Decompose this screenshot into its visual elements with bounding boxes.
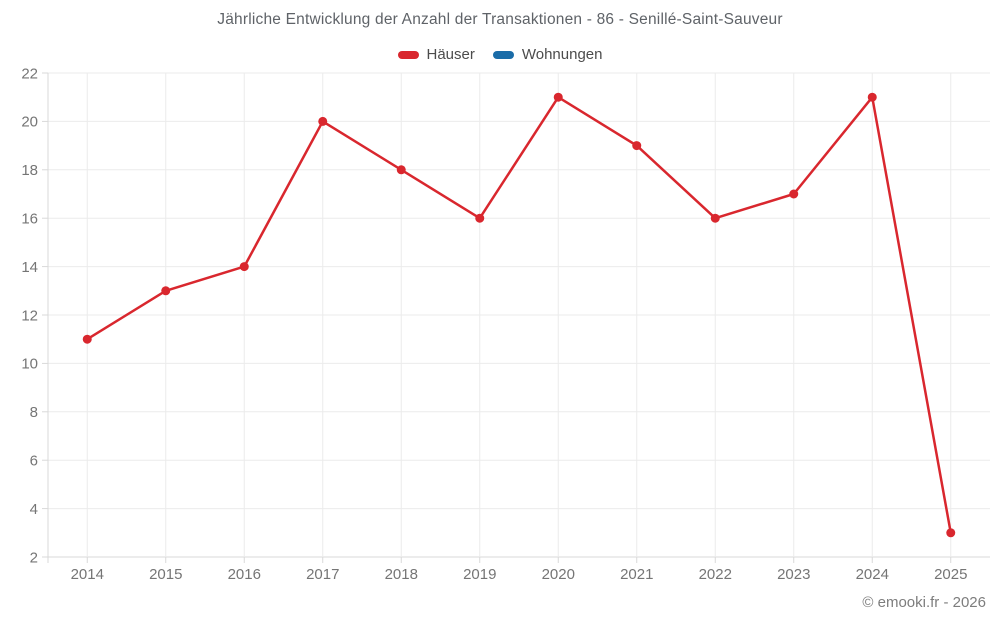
legend-swatch-hauser-icon [397, 50, 419, 59]
x-tick-label: 2021 [620, 566, 653, 583]
data-point-2017[interactable] [318, 116, 328, 126]
data-point-2014[interactable] [82, 334, 92, 344]
y-tick-label: 22 [21, 65, 38, 82]
chart-title: Jährliche Entwicklung der Anzahl der Tra… [217, 11, 783, 28]
y-tick-label: 2 [30, 549, 38, 566]
data-point-2015[interactable] [161, 286, 171, 296]
data-point-2019[interactable] [475, 213, 485, 223]
data-point-2020[interactable] [553, 92, 563, 102]
x-tick-label: 2022 [699, 566, 732, 583]
y-tick-label: 4 [30, 501, 38, 518]
x-tick-label: 2016 [228, 566, 261, 583]
x-tick-label: 2015 [149, 566, 182, 583]
data-point-2023[interactable] [789, 189, 799, 199]
data-point-2021[interactable] [632, 141, 642, 151]
data-point-2025[interactable] [946, 528, 956, 538]
x-tick-label: 2014 [71, 566, 104, 583]
legend-item-wohnungen[interactable]: Wohnungen [492, 46, 603, 63]
x-tick-label: 2018 [385, 566, 418, 583]
x-tick-label: 2017 [306, 566, 339, 583]
copyright-text: © emooki.fr - 2026 [862, 594, 986, 611]
y-tick-label: 6 [30, 452, 38, 469]
y-tick-label: 20 [21, 114, 38, 131]
y-tick-label: 10 [21, 356, 38, 373]
y-tick-label: 12 [21, 307, 38, 324]
x-tick-label: 2023 [777, 566, 810, 583]
y-tick-label: 8 [30, 404, 38, 421]
legend-label-wohnungen: Wohnungen [521, 46, 603, 63]
legend-item-hauser[interactable]: Häuser [397, 46, 475, 63]
y-tick-label: 16 [21, 210, 38, 227]
x-tick-label: 2020 [542, 566, 575, 583]
data-point-2022[interactable] [710, 213, 720, 223]
legend-swatch-wohnungen-icon [492, 50, 514, 59]
legend-label-hauser: Häuser [426, 46, 475, 63]
x-tick-label: 2024 [856, 566, 889, 583]
y-tick-label: 14 [21, 259, 38, 276]
y-tick-label: 18 [21, 162, 38, 179]
data-point-2016[interactable] [239, 262, 249, 272]
series-line-häuser [86, 95, 952, 535]
data-point-2024[interactable] [867, 92, 877, 102]
x-tick-label: 2025 [934, 566, 967, 583]
chart-legend: Häuser Wohnungen [0, 46, 1000, 63]
data-point-2018[interactable] [396, 165, 406, 175]
x-tick-label: 2019 [463, 566, 496, 583]
